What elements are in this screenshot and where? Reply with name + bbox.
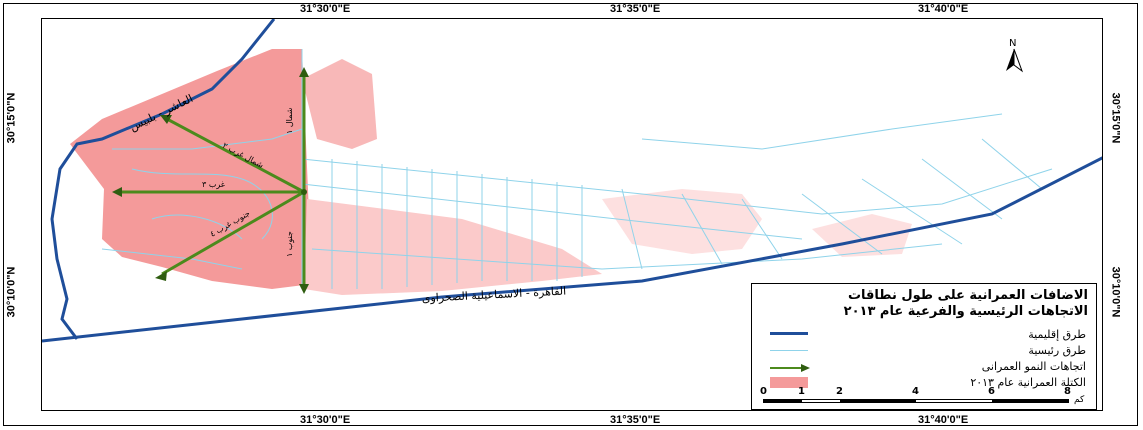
main-roads-layer — [101, 49, 1053, 289]
top-coord-3: 31°40'0"E — [918, 3, 969, 15]
main-road — [101, 248, 243, 270]
legend-title-line-1: الاضافات العمرانية على طول نطاقات — [847, 288, 1088, 303]
legend: الاضافات العمرانية على طول نطاقات الاتجا… — [751, 283, 1097, 410]
scale-unit: كم — [1074, 395, 1085, 405]
north-label: N — [1009, 38, 1016, 49]
main-road-symbol — [770, 350, 808, 351]
legend-item-label: طرق رئيسية — [1028, 344, 1086, 357]
right-coord-1: 30°15'0"N — [1109, 92, 1122, 144]
legend-item-label: اتجاهات النمو العمرانى — [981, 360, 1086, 373]
main-road — [112, 128, 303, 150]
main-road — [131, 168, 273, 240]
growth-center-point — [301, 189, 307, 195]
scale-tick-4: 4 — [912, 386, 919, 397]
growth-arrow-southwest — [161, 190, 305, 276]
main-road — [801, 193, 883, 255]
direction-label-south: جنوب ١ — [285, 231, 294, 257]
growth-arrow-symbol — [770, 364, 810, 372]
right-coord-2: 30°10'0"N — [1109, 266, 1122, 318]
urban-mass-north — [302, 59, 377, 149]
main-road — [641, 113, 1003, 150]
scale-tick-2: 2 — [836, 386, 843, 397]
bottom-coord-2: 31°35'0"E — [610, 414, 661, 426]
main-road — [301, 158, 1053, 215]
scale-tick-0: 0 — [760, 386, 767, 397]
regional-road-symbol — [770, 332, 808, 335]
urban-mass-east — [304, 199, 602, 295]
legend-item-urban-mass: الكتلة العمرانية عام ٢٠١٣ — [970, 376, 1086, 389]
legend-title-line-2: الاتجاهات الرئيسية والفرعية عام ٢٠١٣ — [843, 304, 1088, 319]
regional-road-10th-bilbeis — [50, 19, 276, 340]
legend-item-growth-arrow: اتجاهات النمو العمرانى — [982, 360, 1086, 373]
north-arrow-right — [1013, 48, 1024, 73]
growth-arrows-layer — [120, 74, 306, 287]
direction-label-north: شمال ١ — [285, 107, 294, 134]
regional-road-cairo-ismailia — [42, 156, 1102, 343]
arrowhead-south — [299, 284, 309, 294]
scale-tick-1: 1 — [798, 386, 805, 397]
main-road — [861, 178, 963, 245]
scale-bar-segments — [763, 399, 1069, 403]
growth-arrow-northwest — [166, 117, 305, 194]
map-outer-frame — [3, 3, 1138, 426]
main-road — [621, 188, 643, 270]
arrowhead-southwest — [155, 271, 167, 281]
main-road — [921, 158, 1003, 220]
direction-label-west: غرب ٣ — [202, 180, 225, 189]
north-arrow-left — [1006, 49, 1014, 71]
main-road — [301, 183, 803, 240]
arrowhead-west — [112, 187, 122, 197]
bottom-coord-3: 31°40'0"E — [918, 414, 969, 426]
regional-roads-layer — [42, 19, 1102, 343]
urban-mass-far-east — [602, 189, 762, 254]
main-road — [981, 138, 1043, 190]
scale-bar: 0 1 2 4 6 8 كم — [760, 386, 1090, 410]
urban-mass-layer — [70, 49, 912, 295]
legend-item-regional-road: طرق إقليمية — [1028, 328, 1086, 341]
urban-mass-symbol — [770, 377, 808, 388]
arrowhead-north — [299, 67, 309, 77]
map-canvas: شمال ١ شمال غرب ٢ غرب ٣ جنوب غرب ٤ جنوب … — [42, 19, 1102, 343]
north-arrow: N — [1006, 38, 1024, 73]
top-coord-2: 31°35'0"E — [610, 3, 661, 15]
left-coord-2: 30°10'0"N — [5, 266, 18, 318]
top-coord-1: 31°30'0"E — [300, 3, 351, 15]
legend-title: الاضافات العمرانية على طول نطاقات الاتجا… — [844, 288, 1088, 320]
main-road — [681, 193, 723, 265]
legend-item-label: طرق إقليمية — [1028, 328, 1086, 341]
scale-tick-8: 8 — [1064, 386, 1071, 397]
scale-tick-6: 6 — [988, 386, 995, 397]
left-coord-1: 30°15'0"N — [5, 92, 18, 144]
growth-arrow-heads — [112, 67, 309, 294]
legend-item-label: الكتلة العمرانية عام ٢٠١٣ — [970, 376, 1086, 389]
urban-mass-cluster-2 — [812, 214, 912, 257]
main-road — [741, 198, 783, 260]
bottom-coord-1: 31°30'0"E — [300, 414, 351, 426]
arrowhead-northwest — [160, 115, 172, 124]
urban-mass-west — [70, 49, 312, 289]
legend-item-main-road: طرق رئيسية — [1028, 344, 1086, 357]
